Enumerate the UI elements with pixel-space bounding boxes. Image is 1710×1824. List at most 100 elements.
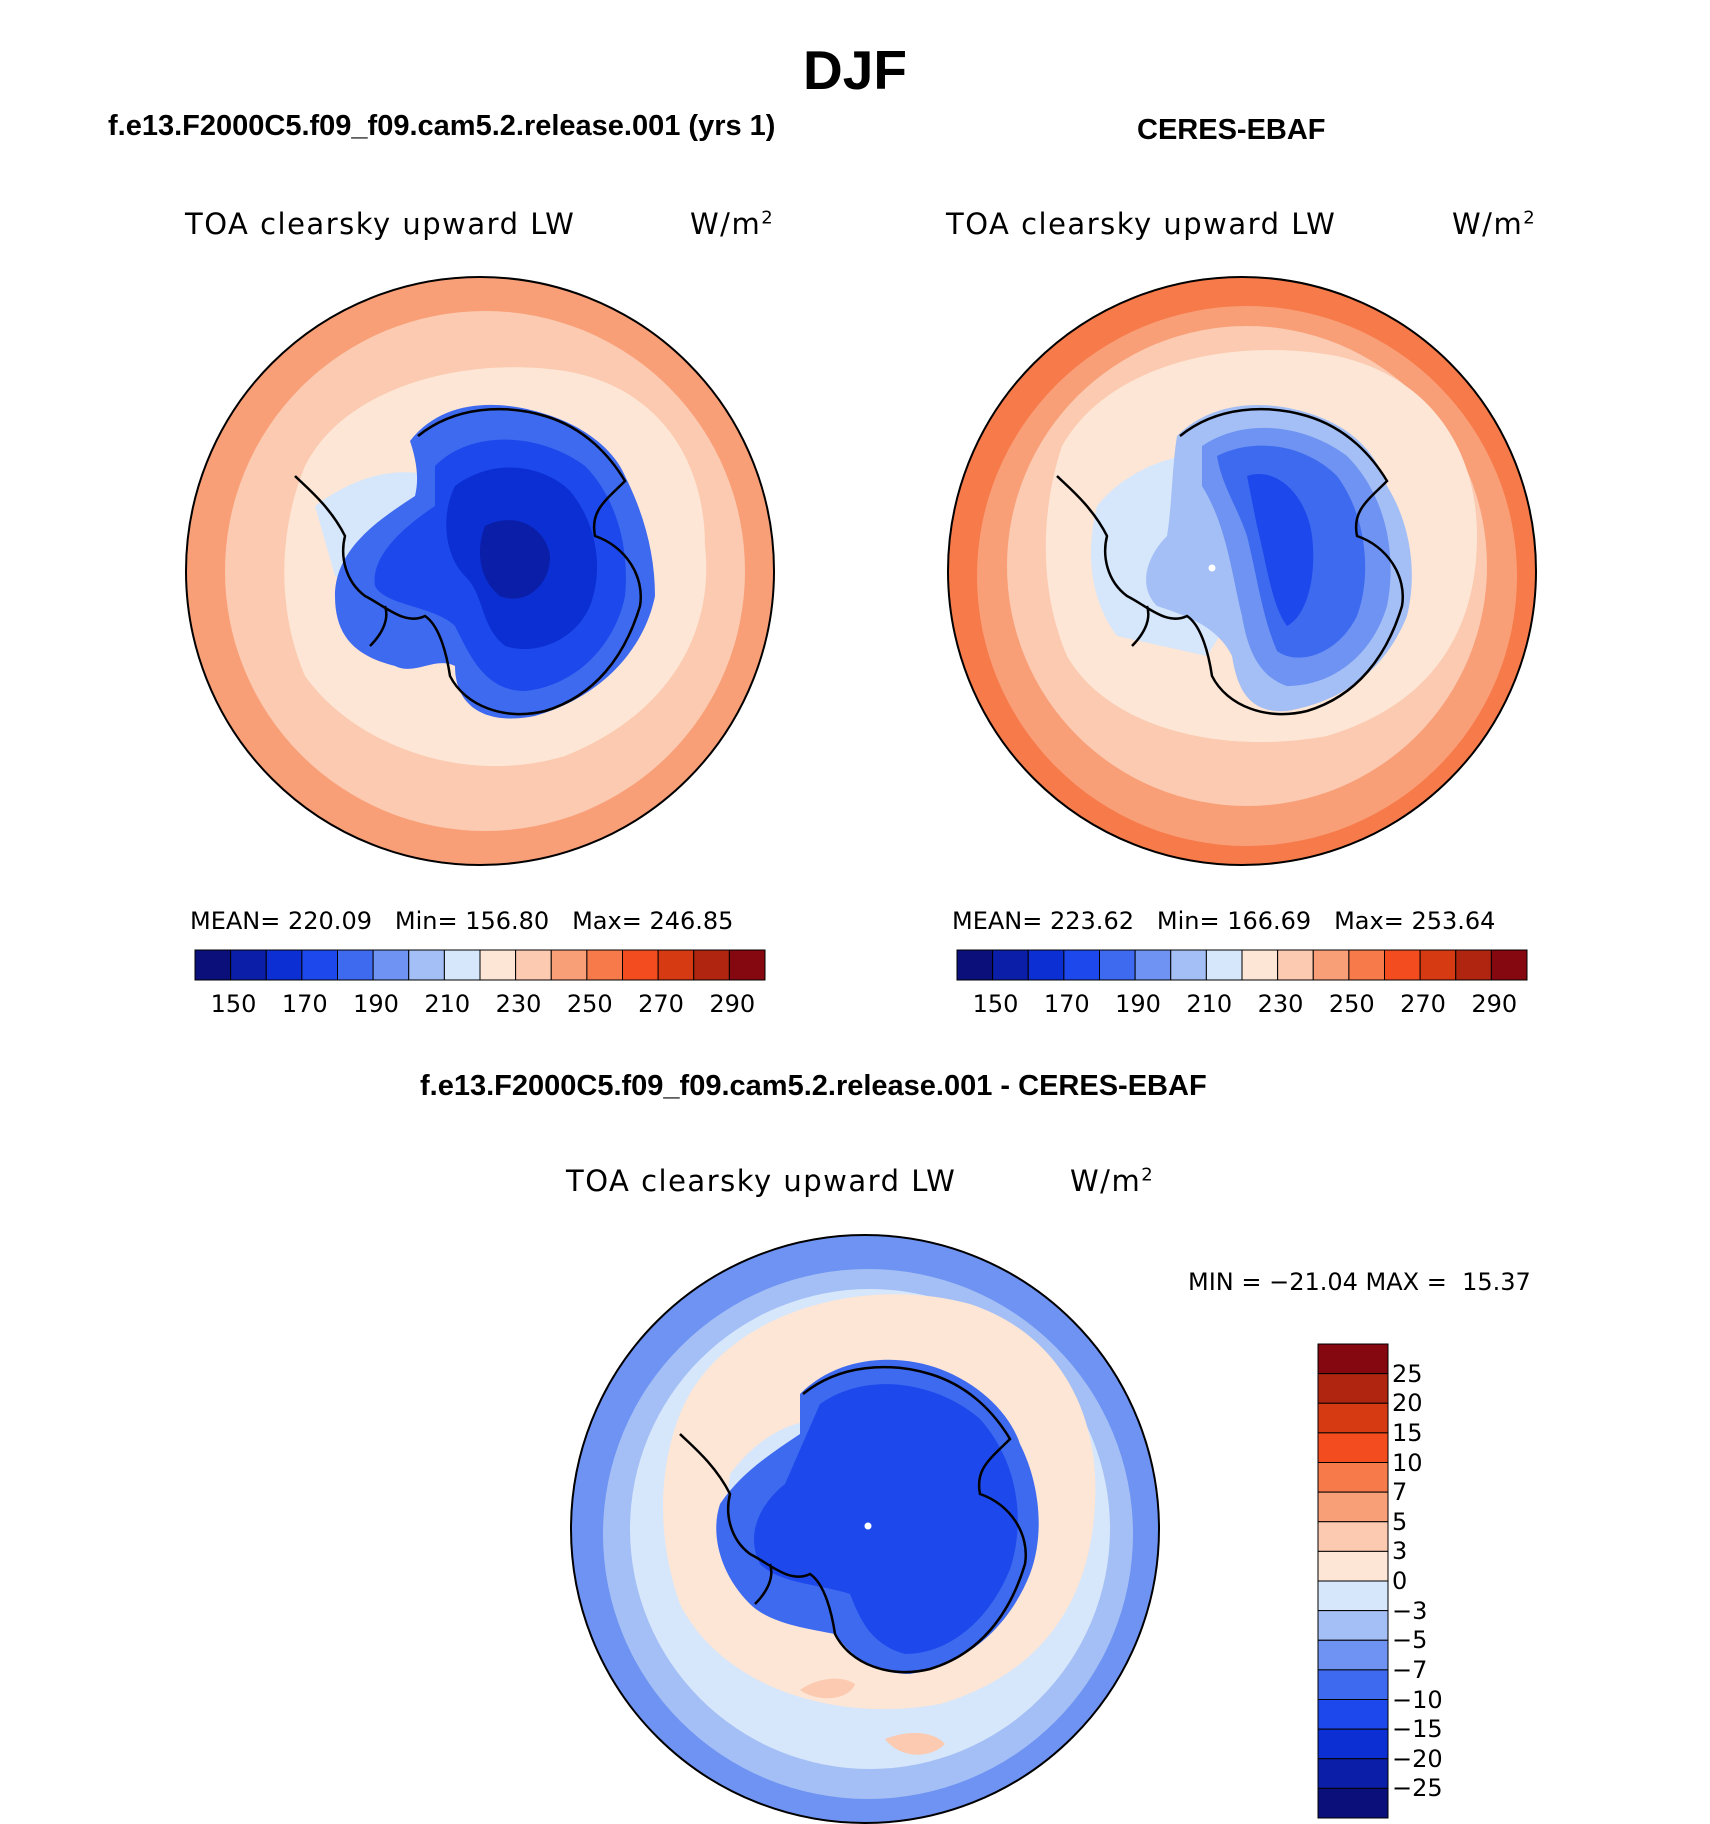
obs-panel-title: CERES-EBAF [1137, 114, 1326, 146]
diff-colorbar-tick-label: −25 [1392, 1774, 1443, 1803]
diff-colorbar-swatch [1317, 1521, 1389, 1552]
obs-colorbar-tick-label: 270 [1400, 990, 1446, 1018]
obs-colorbar-swatch [1490, 949, 1528, 981]
model-colorbar-swatch [550, 949, 588, 981]
diff-colorbar-tick-label: 20 [1392, 1389, 1423, 1418]
model-colorbar-ticks: 150 170 190 210 230 250 270 290 [195, 990, 765, 1022]
diff-colorbar-tick-label: −3 [1392, 1596, 1428, 1625]
diff-colorbar-tick-label: 0 [1392, 1567, 1408, 1595]
diff-minmax: MIN = −21.04 MAX = 15.37 [1188, 1268, 1531, 1296]
model-colorbar-tick-label: 250 [566, 990, 613, 1018]
diff-colorbar-swatch [1317, 1699, 1389, 1730]
model-colorbar-swatch [479, 949, 517, 981]
model-colorbar [194, 949, 766, 981]
obs-colorbar-swatch [1099, 949, 1136, 981]
model-colorbar-swatch [301, 949, 338, 981]
obs-colorbar-swatch [1419, 949, 1457, 981]
model-colorbar-swatch [372, 949, 410, 981]
diff-colorbar-swatch [1317, 1462, 1389, 1493]
diff-polar-map [570, 1234, 1160, 1824]
model-panel-title: f.e13.F2000C5.f09_f09.cam5.2.release.001… [108, 110, 776, 142]
diff-colorbar-tick-label: 25 [1392, 1359, 1423, 1388]
obs-colorbar-swatch [992, 949, 1029, 981]
model-antarctica-core [480, 520, 550, 599]
model-map-border [185, 276, 775, 866]
diff-colorbar-tick-label: −20 [1392, 1744, 1443, 1773]
model-colorbar-tick-label: 210 [424, 990, 471, 1018]
model-colorbar-swatch [586, 949, 623, 981]
model-colorbar-tick-label: 230 [495, 990, 542, 1018]
model-colorbar-swatch [657, 949, 695, 981]
diff-colorbar-swatch [1317, 1402, 1389, 1434]
obs-colorbar-swatch [956, 949, 994, 981]
obs-map-border [947, 276, 1537, 866]
obs-colorbar-tick-label: 230 [1257, 990, 1304, 1018]
diff-pole-marker [864, 1522, 872, 1530]
model-variable-label: TOA clearsky upward LW [185, 207, 576, 241]
model-units-label: W/m2 [690, 207, 775, 241]
obs-colorbar-swatch [1312, 949, 1350, 981]
obs-colorbar-ticks: 150 170 190 210 230 250 270 290 [957, 990, 1527, 1022]
model-colorbar-tick-label: 150 [210, 990, 257, 1018]
diff-colorbar-swatch [1317, 1610, 1389, 1641]
diff-warm-patch-2 [885, 1732, 945, 1755]
obs-colorbar-tick-label: 170 [1043, 990, 1090, 1018]
diff-panel-title: f.e13.F2000C5.f09_f09.cam5.2.release.001… [420, 1070, 1207, 1102]
model-colorbar-tick-label: 290 [709, 990, 756, 1018]
model-colorbar-swatch [230, 949, 267, 981]
obs-colorbar-swatch [1348, 949, 1385, 981]
obs-colorbar-swatch [1134, 949, 1172, 981]
diff-colorbar-swatch [1317, 1491, 1389, 1523]
obs-colorbar-swatch [1241, 949, 1279, 981]
obs-colorbar-swatch [1455, 949, 1492, 981]
model-colorbar-swatch [337, 949, 374, 981]
diff-variable-label: TOA clearsky upward LW [566, 1164, 957, 1198]
obs-coastline [1056, 407, 1405, 716]
diff-colorbar-swatch [1317, 1373, 1389, 1404]
diff-colorbar-tick-label: 7 [1392, 1478, 1408, 1507]
diff-colorbar-swatch [1317, 1669, 1389, 1700]
obs-colorbar-swatch [1277, 949, 1314, 981]
diff-coastline [679, 1365, 1028, 1674]
model-colorbar-swatch [728, 949, 766, 981]
diff-colorbar-tick-label: −7 [1392, 1655, 1428, 1684]
diff-warm-patch-1 [800, 1678, 855, 1699]
diff-colorbar-tick-label: 3 [1392, 1537, 1408, 1566]
figure-title: DJF [803, 39, 907, 101]
obs-units-label: W/m2 [1452, 207, 1537, 241]
diff-colorbar-tick-label: 10 [1392, 1448, 1423, 1477]
diff-colorbar-ticks: 25 20 15 10 7 5 3 0 −3 −5 −7 −10 −15 −20 −25 [1392, 1344, 1482, 1818]
obs-colorbar-tick-label: 250 [1328, 990, 1375, 1018]
model-polar-map [185, 276, 775, 866]
diff-units-label: W/m2 [1070, 1164, 1155, 1198]
diff-colorbar-swatch [1317, 1550, 1389, 1582]
obs-colorbar-tick-label: 210 [1186, 990, 1233, 1018]
model-colorbar-tick-label: 270 [638, 990, 684, 1018]
model-colorbar-swatch [408, 949, 445, 981]
diff-colorbar-tick-label: 15 [1392, 1418, 1423, 1447]
obs-variable-label: TOA clearsky upward LW [946, 207, 1337, 241]
obs-polar-map [947, 276, 1537, 866]
obs-colorbar-tick-label: 150 [972, 990, 1019, 1018]
diff-colorbar-swatch [1317, 1343, 1389, 1375]
diff-colorbar-swatch [1317, 1728, 1389, 1760]
diff-colorbar-swatch [1317, 1787, 1389, 1819]
model-colorbar-swatch [265, 949, 303, 981]
obs-colorbar-tick-label: 190 [1115, 990, 1161, 1018]
model-colorbar-swatch [693, 949, 730, 981]
obs-colorbar-swatch [1027, 949, 1065, 981]
model-colorbar-swatch [443, 949, 481, 981]
diff-colorbar-swatch [1317, 1758, 1389, 1789]
diff-colorbar-tick-label: −5 [1392, 1626, 1428, 1655]
diff-colorbar-swatch [1317, 1580, 1389, 1612]
diff-colorbar-tick-label: 5 [1392, 1507, 1408, 1536]
diff-colorbar-tick-label: −15 [1392, 1715, 1443, 1744]
diff-colorbar-swatch [1317, 1432, 1389, 1463]
model-colorbar-swatch [622, 949, 659, 981]
diff-colorbar-swatch [1317, 1639, 1389, 1671]
obs-colorbar-swatch [1170, 949, 1207, 981]
obs-pole-marker [1208, 564, 1216, 572]
model-colorbar-tick-label: 170 [281, 990, 328, 1018]
model-colorbar-swatch [194, 949, 232, 981]
obs-antarctica-core [1247, 474, 1314, 626]
